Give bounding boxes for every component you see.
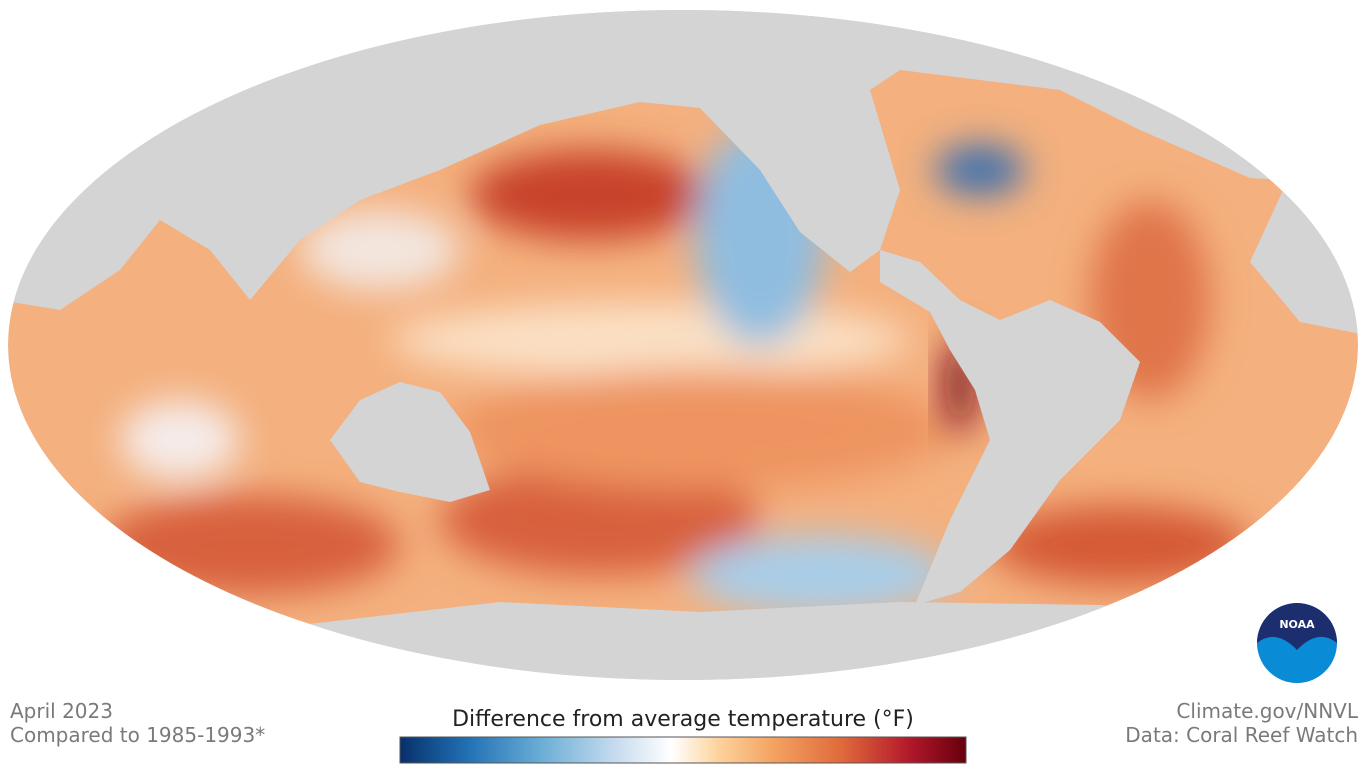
source-label: Data: Coral Reef Watch	[1125, 723, 1358, 747]
legend-title: Difference from average temperature (°F)	[452, 707, 914, 732]
credit-label: Climate.gov/NNVL	[1176, 699, 1358, 723]
baseline-label: Compared to 1985-1993*	[10, 723, 265, 747]
date-label: April 2023	[10, 699, 113, 723]
color-scale	[399, 736, 967, 764]
noaa-logo: NOAA	[1257, 603, 1337, 683]
logo-text: NOAA	[1279, 618, 1315, 631]
